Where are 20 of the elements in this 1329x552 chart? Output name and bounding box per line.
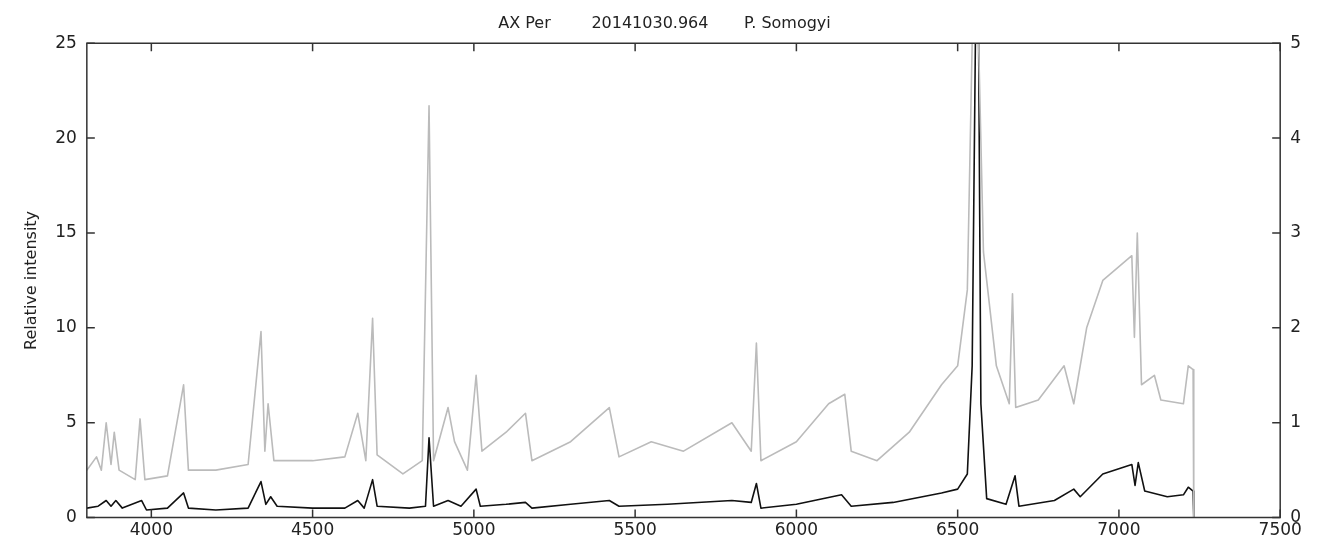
y-tick-label: 10 [55,316,77,337]
y-tick-label: 5 [66,411,77,432]
x-tick-label: 5500 [613,519,657,540]
y-tick-label: 0 [66,506,77,527]
x-tick-label: 4000 [129,519,173,540]
y-axis-title: Relative intensity [20,210,40,350]
y-tick-label: 20 [55,126,77,147]
x-tick-label: 4500 [290,519,335,540]
x-tick-label: 6500 [936,519,980,540]
y-tick-label: 25 [55,31,77,52]
y-tick-label: 15 [55,221,77,242]
y2-tick-label: 4 [1290,126,1302,147]
y2-tick-label: 5 [1290,31,1302,52]
x-tick-label: 7000 [1097,519,1141,540]
x-tick-label: 6000 [774,519,819,540]
y2-tick-label: 2 [1290,316,1302,337]
y2-tick-label: 3 [1290,221,1302,242]
x-tick-label: 5000 [452,519,496,540]
chart-title: AX Per 20141030.964 P. Somogyi [498,12,831,32]
y2-tick-label: 1 [1290,411,1302,432]
